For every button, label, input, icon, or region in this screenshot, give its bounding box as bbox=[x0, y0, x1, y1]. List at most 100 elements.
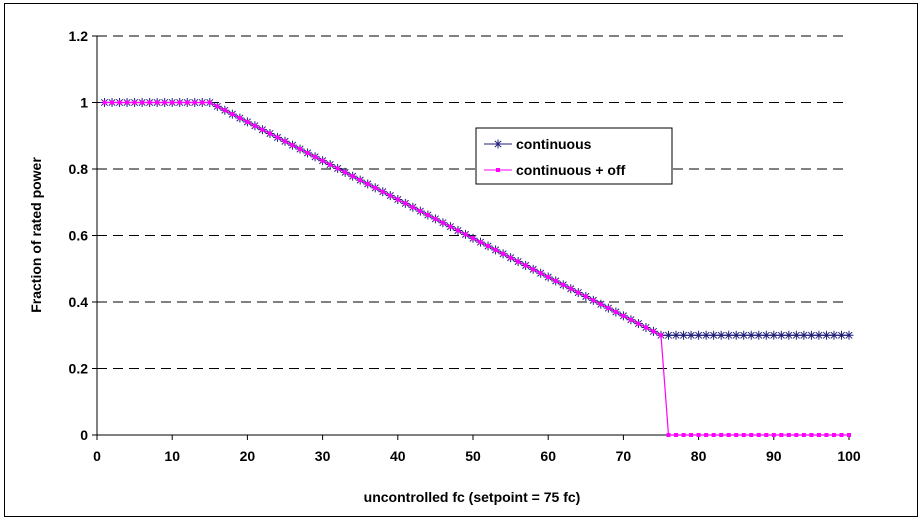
data-point-s1-42 bbox=[418, 209, 422, 213]
data-point-s1-37 bbox=[381, 190, 385, 194]
legend: continuous continuous + off bbox=[476, 128, 672, 184]
data-point-s1-62 bbox=[569, 287, 573, 291]
data-point-s1-49 bbox=[471, 236, 475, 240]
data-point-s1-51 bbox=[486, 244, 490, 248]
data-point-s1-58 bbox=[539, 271, 543, 275]
data-point-s1-16 bbox=[223, 108, 227, 112]
legend-marker-continuous bbox=[494, 140, 503, 149]
data-point-s1-63 bbox=[576, 291, 580, 295]
data-point-s1-19 bbox=[245, 120, 249, 124]
data-point-s1-91 bbox=[787, 433, 791, 437]
y-axis-title: Fraction of rated power bbox=[28, 157, 44, 313]
data-point-s1-85 bbox=[742, 433, 746, 437]
x-tick-label: 50 bbox=[465, 448, 481, 464]
data-point-s1-78 bbox=[689, 433, 693, 437]
data-point-s1-66 bbox=[599, 302, 603, 306]
data-point-s1-45 bbox=[441, 221, 445, 225]
data-point-s1-84 bbox=[734, 433, 738, 437]
data-point-s1-65 bbox=[591, 298, 595, 302]
gridlines bbox=[97, 36, 849, 369]
data-point-s1-73 bbox=[651, 329, 655, 333]
data-point-s0-99 bbox=[845, 331, 854, 340]
data-point-s1-76 bbox=[674, 433, 678, 437]
data-point-s1-10 bbox=[178, 101, 182, 105]
data-point-s1-47 bbox=[456, 229, 460, 233]
data-point-s1-5 bbox=[140, 101, 144, 105]
y-tick-label: 1 bbox=[80, 95, 88, 111]
data-point-s1-39 bbox=[396, 197, 400, 201]
y-tick-label: 0.4 bbox=[69, 294, 89, 310]
data-point-s1-31 bbox=[336, 166, 340, 170]
y-tick-label: 0.2 bbox=[69, 361, 89, 377]
y-tick-label: 1.2 bbox=[69, 28, 89, 44]
data-point-s1-48 bbox=[463, 232, 467, 236]
data-point-s1-53 bbox=[501, 252, 505, 256]
data-point-s1-93 bbox=[802, 433, 806, 437]
data-point-s1-41 bbox=[411, 205, 415, 209]
data-point-s1-20 bbox=[253, 124, 257, 128]
data-point-s1-61 bbox=[561, 283, 565, 287]
data-point-s1-6 bbox=[148, 101, 152, 105]
data-point-s1-27 bbox=[306, 151, 310, 155]
data-point-s1-77 bbox=[682, 433, 686, 437]
data-point-s1-30 bbox=[328, 163, 332, 167]
data-point-s1-43 bbox=[426, 213, 430, 217]
data-point-s1-28 bbox=[313, 155, 317, 159]
x-tick-label: 80 bbox=[691, 448, 707, 464]
data-point-s1-79 bbox=[697, 433, 701, 437]
data-point-s1-38 bbox=[388, 194, 392, 198]
data-point-s1-36 bbox=[373, 186, 377, 190]
data-point-s1-8 bbox=[163, 101, 167, 105]
x-tick-label: 70 bbox=[616, 448, 632, 464]
data-point-s1-94 bbox=[809, 433, 813, 437]
data-point-s1-69 bbox=[621, 314, 625, 318]
data-point-s1-17 bbox=[230, 112, 234, 116]
data-point-s1-75 bbox=[667, 433, 671, 437]
y-tick-label: 0.6 bbox=[69, 228, 89, 244]
data-point-s1-96 bbox=[824, 433, 828, 437]
data-point-s1-70 bbox=[629, 318, 633, 322]
data-point-s1-44 bbox=[433, 217, 437, 221]
data-point-s1-15 bbox=[215, 104, 219, 108]
x-axis-title: uncontrolled fc (setpoint = 75 fc) bbox=[364, 489, 581, 505]
data-point-s1-24 bbox=[283, 139, 287, 143]
data-point-s1-26 bbox=[298, 147, 302, 151]
data-point-s1-2 bbox=[118, 101, 122, 105]
data-point-s1-35 bbox=[366, 182, 370, 186]
legend-label-continuous-off: continuous + off bbox=[516, 162, 626, 178]
data-point-s1-0 bbox=[103, 101, 107, 105]
data-point-s1-52 bbox=[494, 248, 498, 252]
data-point-s1-50 bbox=[479, 240, 483, 244]
data-point-s1-83 bbox=[727, 433, 731, 437]
data-point-s1-1 bbox=[110, 101, 114, 105]
data-point-s1-72 bbox=[644, 325, 648, 329]
data-point-s1-92 bbox=[794, 433, 798, 437]
x-tick-label: 100 bbox=[837, 448, 861, 464]
tick-labels: 00.20.40.60.811.20 10 20 30 40 50 60 70 80 90 100 bbox=[69, 28, 861, 464]
data-point-s1-9 bbox=[170, 101, 174, 105]
x-tick-label: 40 bbox=[390, 448, 406, 464]
data-point-s1-81 bbox=[712, 433, 716, 437]
data-point-s1-98 bbox=[839, 433, 843, 437]
data-point-s1-7 bbox=[155, 101, 159, 105]
data-point-s1-34 bbox=[358, 178, 362, 182]
legend-symbol-0 bbox=[494, 140, 503, 149]
data-point-s1-59 bbox=[546, 275, 550, 279]
data-point-s1-90 bbox=[779, 433, 783, 437]
y-tick-label: 0 bbox=[80, 427, 88, 443]
legend-marker-continuous-off bbox=[496, 168, 500, 172]
data-point-s1-33 bbox=[351, 174, 355, 178]
data-point-s1-3 bbox=[125, 101, 129, 105]
data-point-s1-89 bbox=[772, 433, 776, 437]
data-point-s1-60 bbox=[554, 279, 558, 283]
data-point-s1-88 bbox=[764, 433, 768, 437]
data-point-s1-21 bbox=[260, 128, 264, 132]
data-point-s1-57 bbox=[531, 267, 535, 271]
x-tick-label: 0 bbox=[93, 448, 101, 464]
x-tick-label: 60 bbox=[540, 448, 556, 464]
data-point-s1-55 bbox=[516, 260, 520, 264]
data-point-s1-23 bbox=[275, 135, 279, 139]
data-point-s1-22 bbox=[268, 132, 272, 136]
data-point-s1-46 bbox=[448, 225, 452, 229]
